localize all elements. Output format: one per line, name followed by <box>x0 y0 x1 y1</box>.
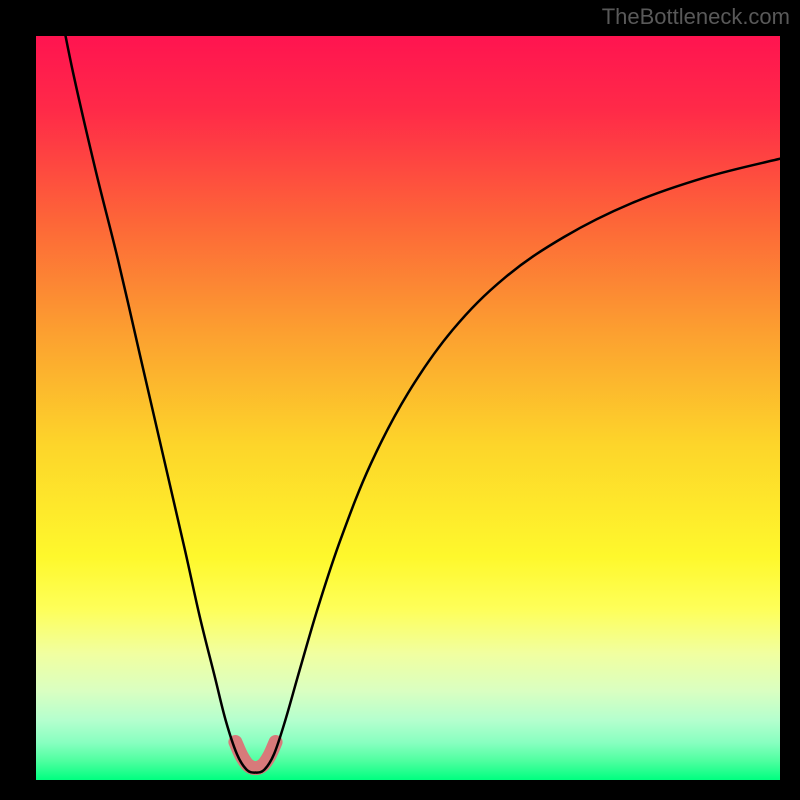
bottleneck-curve <box>58 36 780 773</box>
watermark-text: TheBottleneck.com <box>602 4 790 30</box>
chart-container: TheBottleneck.com <box>0 0 800 800</box>
plot-area <box>36 36 780 780</box>
curve-layer <box>36 36 780 780</box>
